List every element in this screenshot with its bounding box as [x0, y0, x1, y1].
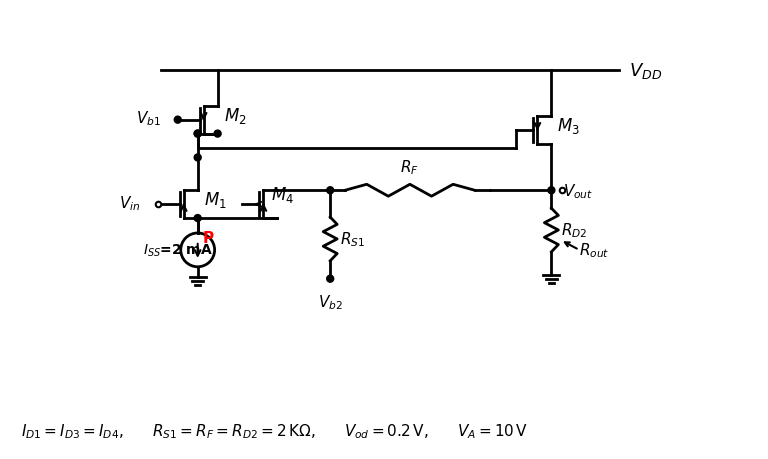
Text: $M_4$: $M_4$ [271, 185, 294, 205]
Text: $V_{b1}$: $V_{b1}$ [136, 109, 161, 128]
Text: $I_{SS}$=2 mA: $I_{SS}$=2 mA [143, 242, 213, 258]
Circle shape [194, 131, 201, 138]
Text: $V_{out}$: $V_{out}$ [564, 181, 594, 200]
Text: $M_3$: $M_3$ [558, 115, 580, 135]
Text: $I_{D1} = I_{D3} = I_{D4}$,      $R_{S1} = R_F = R_{D2} = 2\,\mathrm{K\Omega}$, : $I_{D1} = I_{D3} = I_{D4}$, $R_{S1} = R_… [22, 421, 528, 440]
Circle shape [548, 187, 554, 194]
Text: $V_{DD}$: $V_{DD}$ [629, 61, 662, 81]
Text: $R_{out}$: $R_{out}$ [579, 241, 610, 260]
Text: $M_2$: $M_2$ [223, 106, 247, 125]
Text: $V_{b2}$: $V_{b2}$ [318, 293, 343, 312]
Text: $R_{D2}$: $R_{D2}$ [561, 221, 588, 240]
Circle shape [194, 215, 201, 222]
Circle shape [194, 155, 201, 162]
Circle shape [326, 275, 333, 283]
Circle shape [174, 117, 181, 124]
Text: $R_F$: $R_F$ [400, 158, 419, 177]
Text: $R_{S1}$: $R_{S1}$ [340, 230, 366, 249]
Circle shape [326, 187, 333, 194]
Circle shape [194, 131, 201, 138]
Circle shape [214, 131, 221, 138]
Text: $M_1$: $M_1$ [204, 190, 227, 210]
Text: $V_{in}$: $V_{in}$ [120, 193, 141, 212]
Text: P: P [203, 230, 214, 246]
